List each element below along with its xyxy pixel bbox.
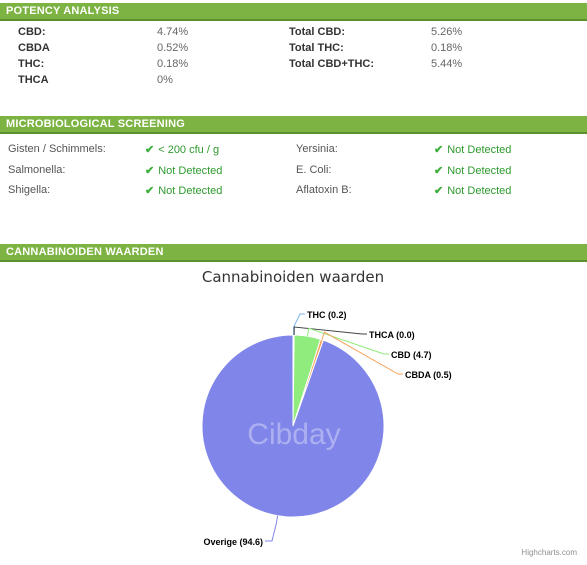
- micro-result: ✔ Not Detected: [434, 184, 511, 197]
- micro-result-text: Not Detected: [158, 185, 223, 197]
- potency-header: POTENCY ANALYSIS: [0, 3, 587, 21]
- micro-header: MICROBIOLOGICAL SCREENING: [0, 116, 587, 134]
- connector-overige: [265, 515, 279, 542]
- micro-result-text: < 200 cfu / g: [158, 144, 220, 156]
- micro-label: Yersinia:: [296, 143, 338, 155]
- check-icon: ✔: [145, 144, 155, 156]
- potency-total-value: 5.44%: [431, 58, 463, 70]
- micro-result-text: Not Detected: [447, 144, 512, 156]
- cannabinoid-header: CANNABINOIDEN WAARDEN: [0, 244, 587, 262]
- potency-label: CBDA: [18, 42, 50, 54]
- micro-result: ✔ Not Detected: [145, 184, 222, 197]
- micro-result-text: Not Detected: [158, 165, 223, 177]
- pie-chart: Cannabinoiden waarden Cibday THC (0.2)TH…: [201, 268, 577, 557]
- potency-header-title: POTENCY ANALYSIS: [6, 5, 120, 17]
- potency-total-value: 0.18%: [431, 42, 463, 54]
- micro-result: ✔ Not Detected: [145, 164, 222, 177]
- pie-labels: THC (0.2) THCA (0.0) CBD (4.7) CBDA (0.5) Ov…: [203, 310, 451, 547]
- potency-label: CBD:: [18, 26, 46, 38]
- pie-label-thc: THC (0.2): [307, 310, 347, 320]
- pie-connectors: [265, 313, 403, 542]
- potency-total-value: 5.26%: [431, 26, 463, 38]
- potency-value: 0%: [157, 74, 173, 86]
- pie-slice-overige[interactable]: [201, 334, 385, 518]
- potency-value: 0.18%: [157, 58, 189, 70]
- potency-value: 0.52%: [157, 42, 189, 54]
- connector-thca: [293, 326, 367, 336]
- potency-total-label: Total THC:: [289, 42, 344, 54]
- micro-label: Gisten / Schimmels:: [8, 143, 106, 155]
- check-icon: ✔: [434, 144, 444, 156]
- check-icon: ✔: [434, 165, 444, 177]
- micro-result: ✔ Not Detected: [434, 143, 511, 156]
- highcharts-credit[interactable]: Highcharts.com: [521, 548, 577, 557]
- pie-label-overige: Overige (94.6): [203, 537, 263, 547]
- micro-label: Shigella:: [8, 184, 51, 196]
- check-icon: ✔: [434, 185, 444, 197]
- micro-result: ✔ < 200 cfu / g: [145, 143, 219, 156]
- watermark-logo: Cibday: [247, 418, 340, 451]
- cannabinoid-header-title: CANNABINOIDEN WAARDEN: [6, 246, 164, 258]
- potency-value: 4.74%: [157, 26, 189, 38]
- micro-result-text: Not Detected: [447, 165, 512, 177]
- pie-label-thca: THCA (0.0): [369, 330, 415, 340]
- potency-total-label: Total CBD+THC:: [289, 58, 375, 70]
- connector-thc: [293, 313, 305, 336]
- potency-label: THC:: [18, 58, 45, 70]
- pie-label-cbda: CBDA (0.5): [405, 370, 452, 380]
- check-icon: ✔: [145, 185, 155, 197]
- potency-label: THCA: [18, 74, 49, 86]
- pie-label-cbd: CBD (4.7): [391, 350, 432, 360]
- micro-header-title: MICROBIOLOGICAL SCREENING: [6, 118, 185, 130]
- check-icon: ✔: [145, 165, 155, 177]
- connector-cbda: [321, 331, 403, 375]
- micro-label: Aflatoxin B:: [296, 184, 352, 196]
- chart-title: Cannabinoiden waarden: [202, 268, 384, 286]
- micro-label: Salmonella:: [8, 164, 66, 176]
- micro-result: ✔ Not Detected: [434, 164, 511, 177]
- micro-result-text: Not Detected: [447, 185, 512, 197]
- potency-total-label: Total CBD:: [289, 26, 346, 38]
- connector-cbd: [307, 327, 389, 355]
- micro-label: E. Coli:: [296, 164, 332, 176]
